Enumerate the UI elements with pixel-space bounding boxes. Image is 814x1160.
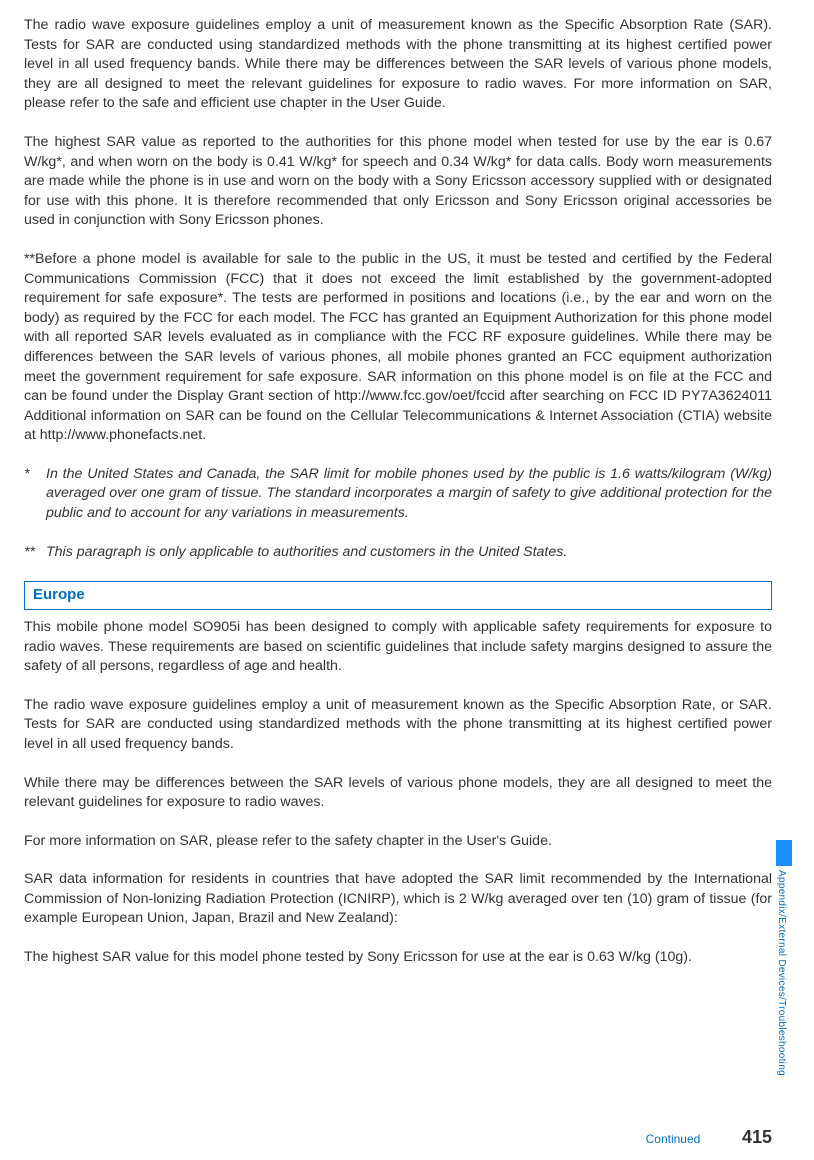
footnote-text: This paragraph is only applicable to aut…	[46, 543, 772, 563]
paragraph: This mobile phone model SO905i has been …	[24, 618, 772, 677]
footnote: ** This paragraph is only applicable to …	[24, 543, 772, 563]
paragraph: The radio wave exposure guidelines emplo…	[24, 696, 772, 755]
paragraph: The radio wave exposure guidelines emplo…	[24, 16, 772, 114]
continued-label: Continued	[646, 1132, 701, 1146]
footnote-text: In the United States and Canada, the SAR…	[46, 465, 772, 524]
footnote-marker: **	[24, 543, 46, 563]
page-content: The radio wave exposure guidelines emplo…	[0, 0, 814, 968]
page-number: 415	[742, 1127, 772, 1147]
paragraph: For more information on SAR, please refe…	[24, 832, 772, 852]
paragraph: SAR data information for residents in co…	[24, 870, 772, 929]
footnote-marker: *	[24, 465, 46, 524]
page-footer: Continued 415	[646, 1127, 772, 1148]
section-heading-europe: Europe	[24, 581, 772, 610]
side-tab-label: Appendix/External Devices/Troubleshootin…	[776, 870, 787, 1076]
paragraph: The highest SAR value as reported to the…	[24, 133, 772, 231]
paragraph: The highest SAR value for this model pho…	[24, 948, 772, 968]
section-title: Europe	[33, 586, 85, 603]
paragraph: While there may be differences between t…	[24, 774, 772, 813]
side-tab-marker	[776, 840, 792, 866]
side-tab: Appendix/External Devices/Troubleshootin…	[776, 840, 794, 1076]
paragraph: **Before a phone model is available for …	[24, 250, 772, 446]
footnote: * In the United States and Canada, the S…	[24, 465, 772, 524]
